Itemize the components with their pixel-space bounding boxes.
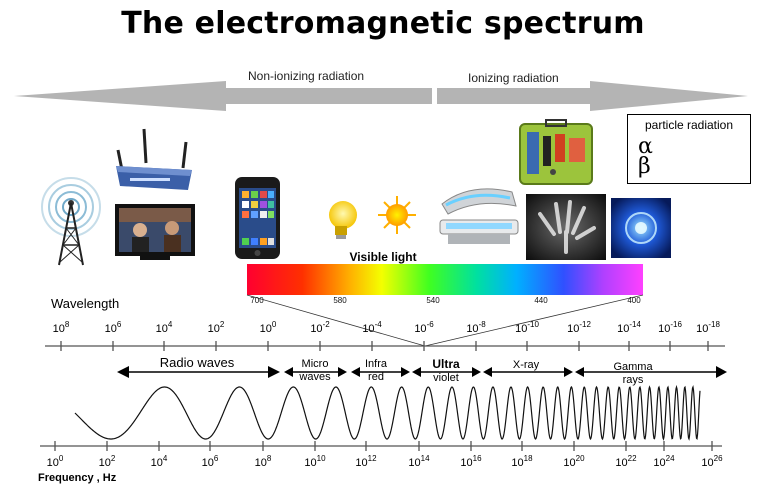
light-bulb-icon	[329, 201, 357, 239]
xray-arrow	[483, 367, 573, 377]
luggage-scanner-icon	[519, 119, 593, 185]
gamma-rays-label: Gamma rays	[613, 361, 653, 386]
frequency-tick-label: 1020	[563, 454, 585, 469]
particle-radiation-box: particle radiation α β	[627, 114, 751, 184]
wifi-router-icon	[116, 128, 192, 190]
wavelength-tick-label: 104	[155, 320, 173, 335]
frequency-tick-label: 1024	[653, 454, 675, 469]
wavelength-tick-label: 10-14	[617, 320, 641, 335]
visible-scale-label: 440	[534, 296, 548, 305]
radio-waves-arrow	[117, 366, 280, 378]
wavelength-tick-label: 10-6	[414, 320, 434, 335]
wavelength-axis-ticks	[60, 341, 709, 351]
wavelength-tick-label: 10-16	[658, 320, 682, 335]
frequency-tick-label: 104	[150, 454, 168, 469]
wavelength-tick-label: 10-12	[567, 320, 591, 335]
alpha-symbol: α	[638, 134, 653, 159]
visible-scale-label: 580	[333, 296, 347, 305]
television-icon	[115, 204, 195, 260]
wavelength-tick-label: 10-10	[515, 320, 539, 335]
frequency-tick-label: 1026	[701, 454, 723, 469]
frequency-tick-label: 100	[46, 454, 64, 469]
visible-scale-label: 400	[627, 296, 641, 305]
infrared-arrow	[351, 367, 410, 377]
gamma-rays-arrow	[575, 366, 727, 378]
ultraviolet-arrow	[412, 367, 481, 377]
frequency-tick-label: 1016	[460, 454, 482, 469]
frequency-tick-label: 1014	[408, 454, 430, 469]
radio-waves-label: Radio waves	[159, 355, 235, 370]
spectrum-funnel-left	[246, 294, 426, 347]
gamma-ray-burst-icon	[611, 198, 671, 258]
visible-scale-label: 540	[426, 296, 440, 305]
wavelength-tick-label: 10-2	[310, 320, 330, 335]
non-ionizing-arrow	[14, 81, 432, 111]
wavelength-tick-label: 108	[52, 320, 70, 335]
wavelength-tick-label: 10-8	[466, 320, 486, 335]
microwaves-arrow	[284, 367, 347, 377]
visible-spectrum-bar	[247, 264, 643, 295]
frequency-label: Frequency , Hz	[38, 472, 117, 484]
wavelength-tick-label: 106	[104, 320, 122, 335]
wavelength-tick-label: 102	[207, 320, 225, 335]
wavelength-label: Wavelength	[51, 296, 120, 311]
frequency-tick-label: 108	[254, 454, 272, 469]
xray-label: X-ray	[512, 359, 540, 371]
frequency-tick-label: 1018	[511, 454, 533, 469]
particle-radiation-title: particle radiation	[644, 118, 734, 132]
wavelength-tick-label: 10-4	[362, 320, 382, 335]
frequency-tick-label: 1012	[355, 454, 377, 469]
sun-icon	[378, 196, 416, 234]
xray-hand-icon	[526, 194, 606, 260]
beta-symbol: β	[638, 154, 651, 179]
microwaves-label: Micro waves	[299, 358, 331, 383]
page-title: The electromagnetic spectrum	[121, 6, 645, 41]
frequency-axis-ticks	[54, 441, 713, 451]
wavelength-tick-label: 10-18	[696, 320, 720, 335]
wavelength-tick-label: 100	[259, 320, 277, 335]
infrared-label: Infra red	[364, 358, 388, 383]
frequency-tick-label: 1022	[615, 454, 637, 469]
frequency-tick-label: 1010	[304, 454, 326, 469]
radio-tower-icon	[41, 177, 101, 266]
ultraviolet-label: Ultra violet	[432, 357, 460, 385]
ionizing-arrow	[437, 81, 748, 111]
spectrum-funnel-right	[424, 294, 644, 347]
electromagnetic-wave	[74, 384, 701, 441]
visible-scale-label: 700	[250, 296, 264, 305]
frequency-tick-label: 106	[201, 454, 219, 469]
non-ionizing-label: Non-ionizing radiation	[248, 69, 365, 83]
smartphone-icon	[235, 177, 280, 259]
ionizing-label: Ionizing radiation	[468, 71, 559, 85]
frequency-tick-label: 102	[98, 454, 116, 469]
tanning-bed-icon	[439, 188, 519, 244]
visible-light-label: Visible light	[349, 250, 417, 264]
